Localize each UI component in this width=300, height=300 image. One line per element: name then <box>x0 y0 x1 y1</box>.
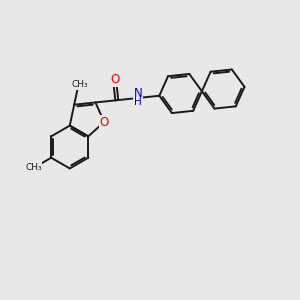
Text: CH₃: CH₃ <box>71 80 88 89</box>
Text: N: N <box>134 87 142 100</box>
Text: O: O <box>110 73 119 86</box>
Text: O: O <box>100 116 109 128</box>
Text: CH₃: CH₃ <box>25 163 42 172</box>
Text: H: H <box>134 98 142 107</box>
